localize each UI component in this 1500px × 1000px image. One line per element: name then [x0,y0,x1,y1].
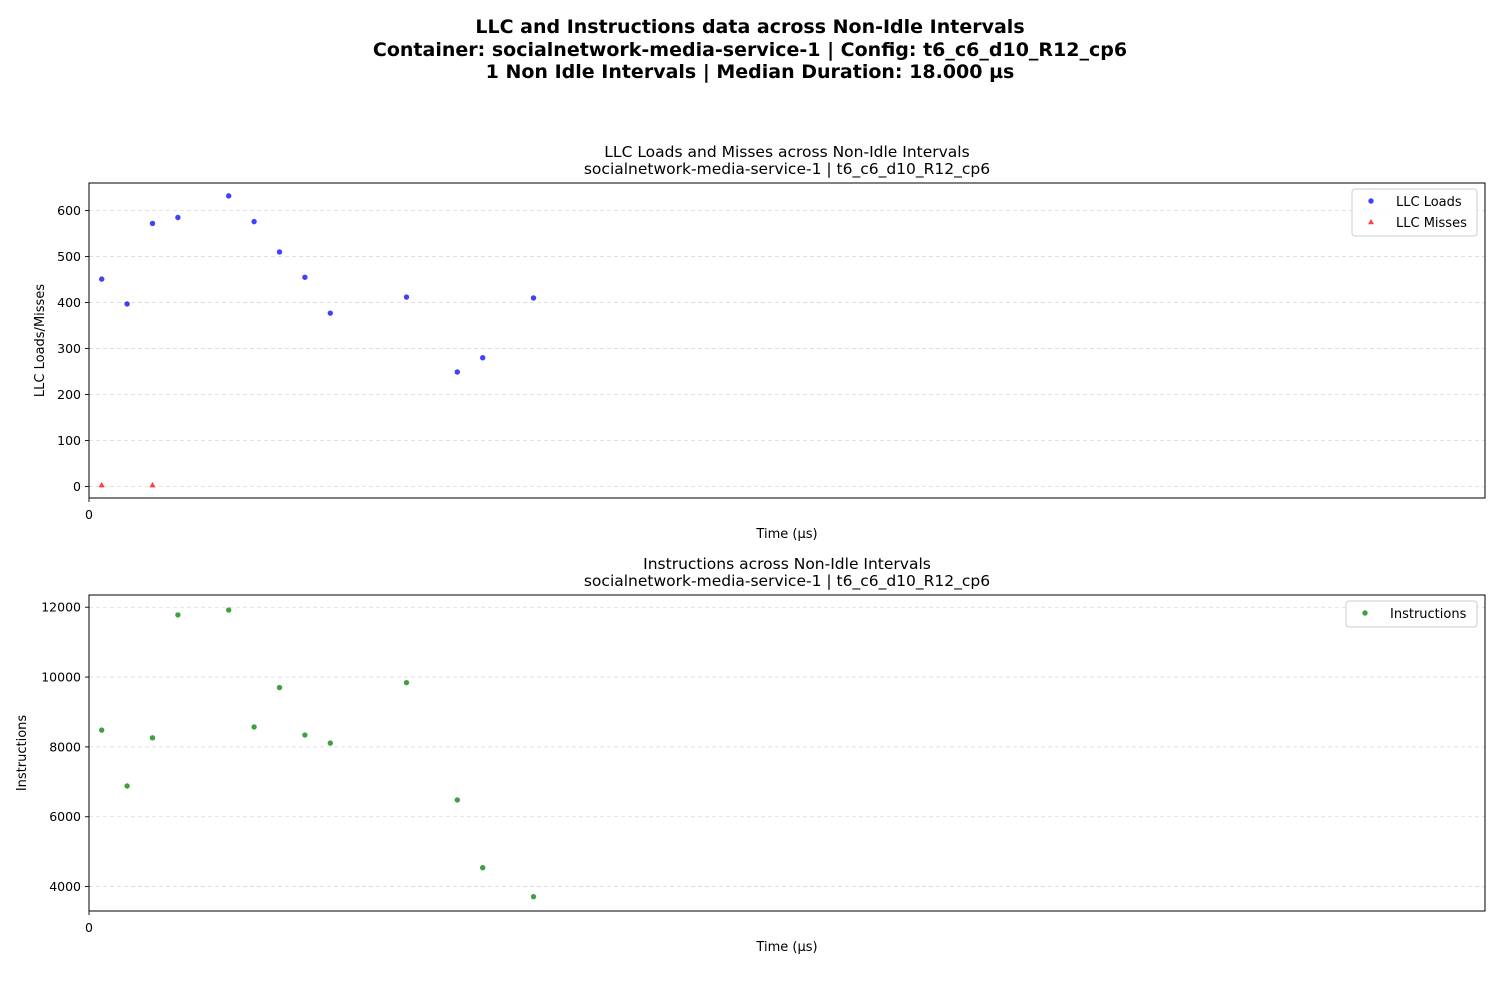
suptitle-line-2: Container: socialnetwork-media-service-1… [372,38,1128,61]
figure-suptitle: LLC and Instructions data across Non-Idl… [0,16,1500,84]
y-tick-label: 12000 [41,600,81,615]
instructions-point [251,724,257,730]
y-tick-label: 6000 [49,809,81,824]
y-tick-label: 10000 [41,670,81,685]
chart-2-frame [88,594,1486,912]
y-tick-label: 400 [57,295,81,310]
llc-loads-point [175,214,181,221]
instructions-point [99,727,105,733]
llc-misses-point [149,481,156,488]
llc-loads-point [454,369,460,375]
llc-loads-point [327,310,333,316]
chart-1-frame [88,182,1486,499]
llc-loads-point [530,295,537,301]
instructions-point [226,607,232,613]
llc-misses-point [98,481,105,488]
y-axis-label: LLC Loads/Misses [33,284,48,397]
llc-loads-point [403,294,410,300]
y-tick-label: 100 [57,433,81,448]
instructions-point [327,740,333,746]
legend-marker [1368,219,1374,225]
llc-loads-point [251,218,257,225]
legend-box [1345,600,1478,628]
y-tick-label: 300 [57,341,81,356]
chart-1-subtitle: socialnetwork-media-service-1 | t6_c6_d1… [584,160,990,179]
instructions-point [276,684,283,691]
y-tick-label: 4000 [49,879,81,894]
legend-marker [1368,198,1374,204]
legend-label: Instructions [1390,607,1467,622]
x-axis-label: Time (µs) [755,527,817,542]
instructions-point [124,783,130,789]
llc-loads-point [480,355,486,361]
y-axis-label: Instructions [15,715,30,792]
instructions-point [454,797,460,803]
y-tick-label: 0 [73,479,81,494]
x-tick-label: 0 [85,507,93,522]
llc-loads-point [149,220,156,227]
suptitle-line-1: LLC and Instructions data across Non-Idl… [475,16,1025,38]
y-tick-label: 600 [57,203,81,218]
y-tick-label: 8000 [49,739,81,754]
llc-loads-point [124,301,130,307]
llc-loads-point [276,249,283,255]
chart-2-subtitle: socialnetwork-media-service-1 | t6_c6_d1… [584,572,990,591]
chart-1-title: LLC Loads and Misses across Non-Idle Int… [604,143,969,161]
x-axis-label: Time (µs) [755,940,817,955]
instructions-point [149,735,156,741]
legend-label: LLC Misses [1396,216,1467,231]
instructions-point [302,732,308,738]
suptitle-line-3: 1 Non Idle Intervals | Median Duration: … [485,61,1015,83]
instructions-point [403,679,410,686]
llc-loads-point [99,276,105,282]
x-tick-label: 0 [85,920,93,935]
instructions-point [530,893,537,900]
legend-label: LLC Loads [1396,195,1462,210]
instructions-point [175,612,181,618]
llc-loads-point [302,274,308,280]
instructions-point [480,865,486,871]
llc-loads-point [226,193,232,199]
y-tick-label: 200 [57,387,81,402]
legend-marker [1362,610,1368,616]
chart-2-title: Instructions across Non-Idle Intervals [643,555,931,573]
legend-box [1351,188,1478,237]
y-tick-label: 500 [57,249,81,264]
